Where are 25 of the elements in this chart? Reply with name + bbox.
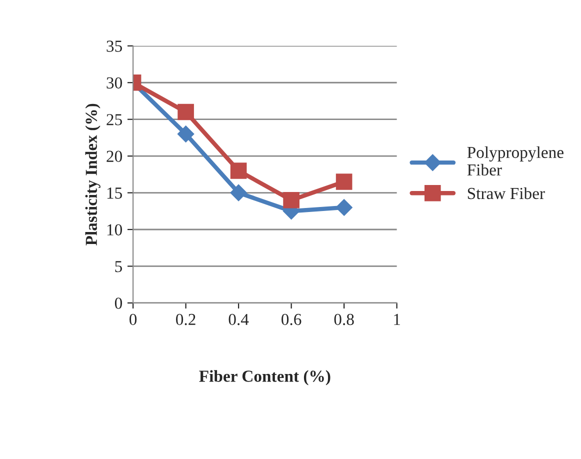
legend-label: Straw Fiber [468, 187, 545, 200]
point [230, 162, 247, 179]
y-tick-label: 25 [106, 114, 122, 126]
point [336, 174, 352, 190]
y-tick-label: 10 [107, 224, 122, 236]
y-tick-label: 20 [106, 150, 122, 162]
legend-label: Polypropylene Fiber [467, 146, 564, 176]
point [178, 104, 194, 120]
point [230, 184, 247, 202]
point [336, 199, 352, 216]
x-axis-title: Fiber Content (%) [199, 370, 330, 386]
x-tick-label: 0.2 [176, 314, 196, 326]
x-tick-label: 1 [394, 314, 400, 325]
x-tick-label: 0.8 [334, 314, 354, 326]
y-tick-label: 15 [107, 188, 122, 199]
y-tick-label: 5 [115, 261, 122, 272]
x-tick-label: 0 [130, 314, 137, 326]
x-tick-label: 0.6 [282, 314, 302, 326]
y-axis-title: Plasticity Index (%) [85, 104, 100, 246]
y-tick-label: 35 [106, 40, 122, 52]
point [283, 192, 300, 208]
y-tick-label: 0 [114, 298, 122, 309]
point [177, 126, 194, 142]
x-tick-label: 0.4 [228, 314, 249, 326]
y-tick-label: 30 [106, 77, 122, 89]
